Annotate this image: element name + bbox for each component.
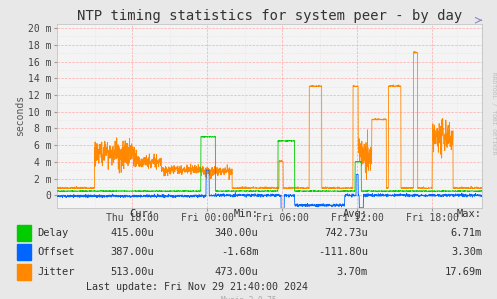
Text: Last update: Fri Nov 29 21:40:00 2024: Last update: Fri Nov 29 21:40:00 2024 [86,282,308,292]
Text: 3.30m: 3.30m [451,247,482,257]
Text: Max:: Max: [457,209,482,219]
Text: Jitter: Jitter [37,267,75,277]
Text: 742.73u: 742.73u [324,228,368,238]
Text: -1.68m: -1.68m [221,247,258,257]
Text: Munin 2.0.75: Munin 2.0.75 [221,296,276,299]
Y-axis label: seconds: seconds [15,95,25,136]
Bar [17,264,31,280]
Text: Min:: Min: [234,209,258,219]
Text: 473.00u: 473.00u [215,267,258,277]
Text: 387.00u: 387.00u [110,247,154,257]
Text: RRDTOOL / TOBI OETIKER: RRDTOOL / TOBI OETIKER [491,72,496,155]
Bar [17,225,31,241]
Bar [17,244,31,260]
Title: NTP timing statistics for system peer - by day: NTP timing statistics for system peer - … [77,9,462,23]
Text: Cur:: Cur: [129,209,154,219]
Text: 17.69m: 17.69m [445,267,482,277]
Text: 340.00u: 340.00u [215,228,258,238]
Text: Delay: Delay [37,228,69,238]
Text: Avg:: Avg: [343,209,368,219]
Text: 513.00u: 513.00u [110,267,154,277]
Text: Offset: Offset [37,247,75,257]
Text: 415.00u: 415.00u [110,228,154,238]
Text: 3.70m: 3.70m [336,267,368,277]
Text: -111.80u: -111.80u [318,247,368,257]
Text: 6.71m: 6.71m [451,228,482,238]
